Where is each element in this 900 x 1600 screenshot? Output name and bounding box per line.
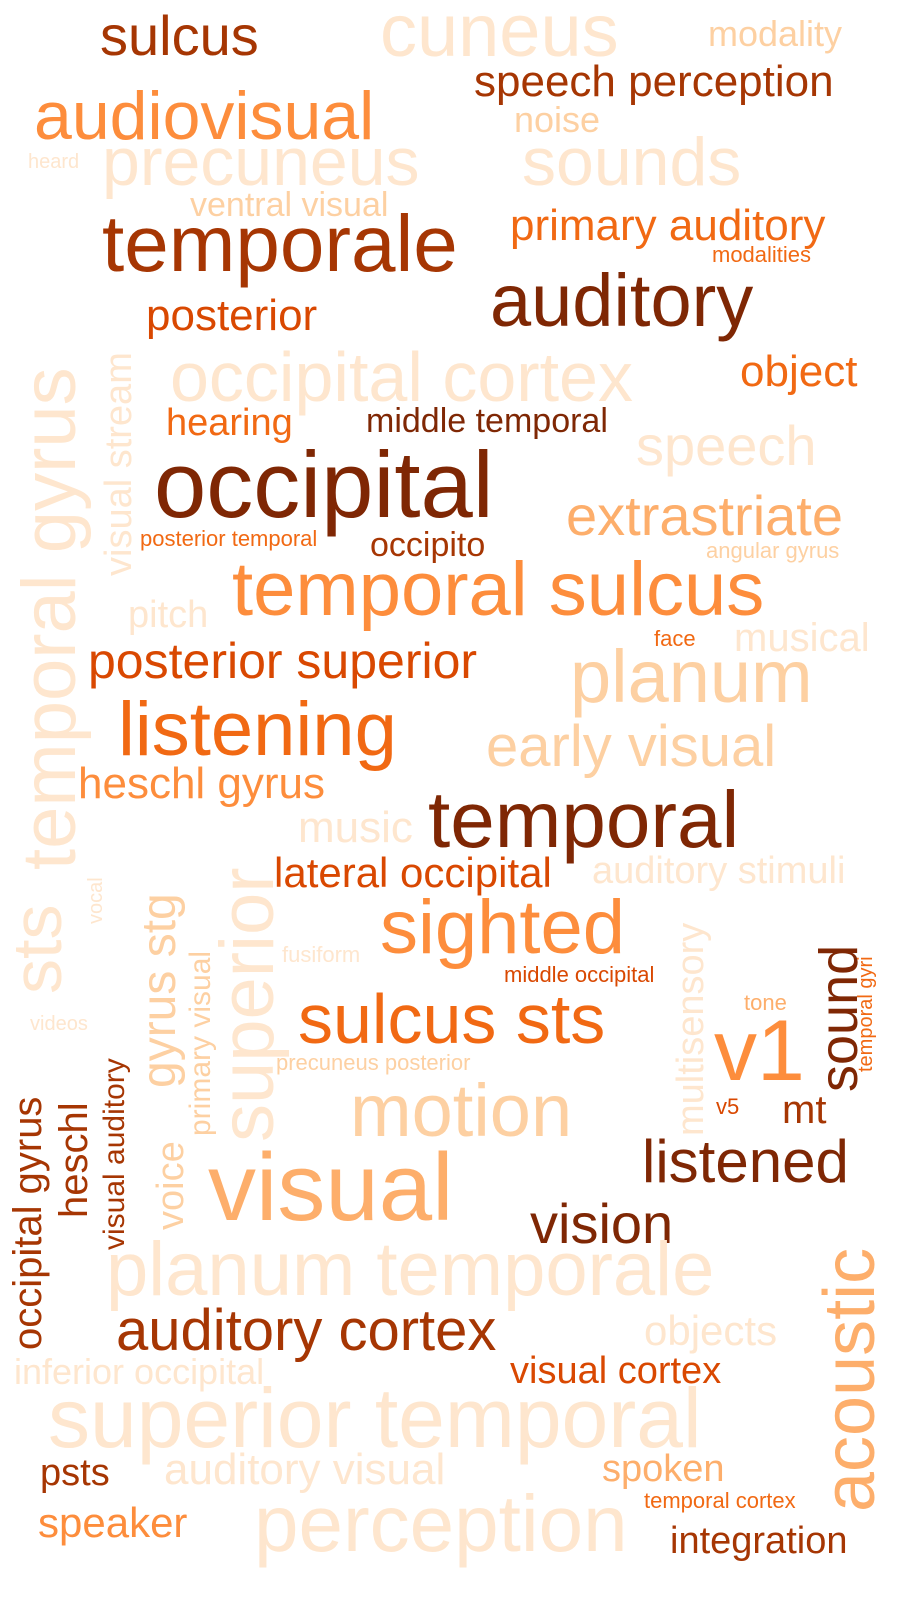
word-superior: superior <box>205 867 290 1142</box>
word-auditory-visual: auditory visual <box>164 1445 446 1494</box>
word-musical: musical <box>734 616 870 660</box>
word-inferior-occipital: inferior occipital <box>14 1351 265 1392</box>
word-planum-temporale: planum temporale <box>106 1227 715 1312</box>
word-speech: speech <box>636 414 817 477</box>
word-face: face <box>654 626 696 651</box>
word-multisensory: multisensory <box>670 922 712 1136</box>
word-posterior: posterior <box>146 291 318 340</box>
word-heschl-gyrus: heschl gyrus <box>78 759 326 808</box>
word-motion: motion <box>350 1069 573 1152</box>
word-noise: noise <box>514 99 601 140</box>
word-ventral-visual: ventral visual <box>190 186 389 224</box>
word-object: object <box>740 347 858 396</box>
word-middle-occipital: middle occipital <box>504 962 655 987</box>
word-integration: integration <box>670 1520 848 1562</box>
word-temporal-gyrus: temporal gyrus <box>7 367 92 870</box>
word-visual: visual <box>208 1134 454 1241</box>
word-heard: heard <box>28 151 80 173</box>
word-visual-auditory: visual auditory <box>98 1058 131 1250</box>
word-videos: videos <box>30 1013 88 1035</box>
word-sulcus-sts: sulcus sts <box>298 980 606 1058</box>
word-acoustic: acoustic <box>810 1247 890 1512</box>
word-temporal-sulcus: temporal sulcus <box>232 547 765 632</box>
word-auditory-cortex: auditory cortex <box>116 1298 497 1363</box>
word-tone: tone <box>744 990 787 1015</box>
word-gyrus-stg: gyrus stg <box>133 893 186 1088</box>
word-angular-gyrus: angular gyrus <box>706 538 840 563</box>
word-superior-temporal: superior temporal <box>48 1371 702 1465</box>
word-occipital: occipital <box>154 432 494 537</box>
word-mt: mt <box>782 1088 827 1132</box>
word-fusiform: fusiform <box>282 942 361 967</box>
word-psts: psts <box>40 1452 110 1494</box>
word-hearing: hearing <box>166 402 293 444</box>
word-perception: perception <box>254 1479 628 1568</box>
word-occipital-gyrus: occipital gyrus <box>6 1096 50 1350</box>
word-lateral-occipital: lateral occipital <box>274 849 552 896</box>
word-temporal-gyri: temporal gyri <box>855 956 877 1072</box>
word-sighted: sighted <box>380 885 626 970</box>
word-middle-temporal: middle temporal <box>366 402 608 440</box>
word-heschl: heschl <box>52 1102 96 1218</box>
word-planum: planum <box>570 635 813 718</box>
word-vision: vision <box>530 1192 674 1255</box>
word-spoken: spoken <box>602 1448 725 1490</box>
word-visual-cortex: visual cortex <box>510 1350 722 1392</box>
word-v1: v1 <box>714 1003 805 1099</box>
word-audiovisual: audiovisual <box>34 78 375 154</box>
word-listened: listened <box>642 1128 849 1195</box>
word-v5: v5 <box>716 1094 740 1119</box>
word-occipital-cortex: occipital cortex <box>170 338 633 416</box>
word-sulcus: sulcus <box>100 4 259 67</box>
word-voice: voice <box>150 1141 192 1230</box>
word-speech-perception: speech perception <box>474 57 834 106</box>
word-extrastriate: extrastriate <box>566 484 843 547</box>
word-modalities: modalities <box>712 242 812 267</box>
word-modality: modality <box>708 13 843 54</box>
word-auditory-stimuli: auditory stimuli <box>592 850 846 892</box>
word-vocal: vocal <box>85 877 107 924</box>
word-primary-visual: primary visual <box>184 950 217 1136</box>
word-pitch: pitch <box>128 594 209 636</box>
word-precuneus: precuneus <box>102 124 420 200</box>
word-posterior-superior: posterior superior <box>88 633 478 689</box>
word-listening: listening <box>118 687 397 772</box>
word-speaker: speaker <box>38 1499 188 1546</box>
word-sts: sts <box>0 904 76 994</box>
word-posterior-temporal: posterior temporal <box>140 526 318 551</box>
word-temporal: temporal <box>428 775 740 864</box>
word-occipito: occipito <box>370 526 486 564</box>
word-visual-stream: visual stream <box>98 352 140 576</box>
word-primary-auditory: primary auditory <box>510 201 826 250</box>
word-sounds: sounds <box>522 124 742 200</box>
word-early-visual: early visual <box>486 714 777 779</box>
word-precuneus-posterior: precuneus posterior <box>276 1050 471 1075</box>
word-objects: objects <box>644 1307 778 1354</box>
word-auditory: auditory <box>490 259 754 342</box>
word-temporale: temporale <box>102 199 458 288</box>
word-cuneus: cuneus <box>380 0 619 72</box>
word-music: music <box>298 803 413 852</box>
word-temporal-cortex: temporal cortex <box>644 1488 796 1513</box>
